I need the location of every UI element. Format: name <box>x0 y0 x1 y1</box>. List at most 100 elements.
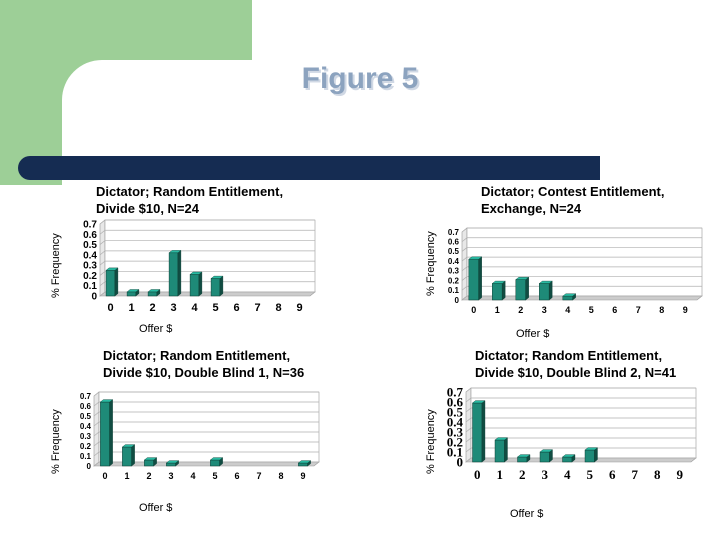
x-tick-label: 7 <box>254 302 260 314</box>
chart-2-title-line-2: Exchange, N=24 <box>481 201 582 216</box>
y-tick-label: 0.4 <box>83 250 97 261</box>
y-tick-label: 0.6 <box>448 238 460 247</box>
x-tick-label: 4 <box>191 302 198 314</box>
y-tick-label: 0.1 <box>83 281 97 292</box>
y-tick-label: 0.2 <box>80 442 92 451</box>
slide-title: Figure 5 <box>301 62 419 95</box>
bar-4 <box>562 293 577 301</box>
chart-4-title: Dictator; Random Entitlement, Divide $10… <box>475 347 676 381</box>
x-tick-label: 4 <box>564 467 571 482</box>
chart-4-bar-chart: 00.10.20.30.40.50.60.70 1 2 3 4 5 6 7 8 9 <box>447 385 697 482</box>
y-tick-label: 0.2 <box>448 276 460 285</box>
bar-5 <box>209 457 224 467</box>
chart-2-xlabel: Offer $ <box>516 328 550 340</box>
y-tick-label: 0 <box>91 292 97 303</box>
y-tick-label: 0.6 <box>80 402 92 411</box>
y-tick-label: 0 <box>87 462 92 471</box>
x-tick-label: 5 <box>589 305 594 315</box>
y-tick-label: 0.4 <box>448 257 460 266</box>
y-tick-label: 0.3 <box>80 432 92 441</box>
bar-3 <box>539 449 554 463</box>
x-tick-label: 6 <box>234 471 239 481</box>
chart-3-xlabel: Offer $ <box>139 502 173 514</box>
bar-0 <box>105 267 119 297</box>
x-tick-label: 2 <box>519 467 526 482</box>
x-tick-label: 4 <box>190 471 195 481</box>
x-tick-label: 5 <box>212 471 217 481</box>
chart-3-title-line-2: Divide $10, Double Blind 1, N=36 <box>103 365 305 380</box>
y-tick-label: 0.7 <box>448 228 460 237</box>
chart-3-bar-chart: 00.10.20.30.40.50.60.70 1 2 3 4 5 6 7 8 9 <box>80 391 320 481</box>
chart-3-title-line-1: Dictator; Random Entitlement, <box>103 348 291 363</box>
x-tick-label: 0 <box>471 305 476 315</box>
bar-1 <box>494 437 509 463</box>
x-tick-label: 3 <box>542 305 547 315</box>
x-tick-label: 8 <box>275 302 281 314</box>
bar-2 <box>516 454 531 463</box>
y-tick-label: 0.7 <box>83 220 97 231</box>
x-tick-label: 9 <box>300 471 305 481</box>
bar-4 <box>561 454 576 463</box>
x-tick-label: 5 <box>587 467 594 482</box>
bar-1 <box>491 280 506 301</box>
y-tick-label: 0.5 <box>80 412 92 421</box>
y-tick-label: 0.6 <box>447 395 464 410</box>
x-tick-label: 4 <box>565 305 570 315</box>
y-tick-label: 0.5 <box>83 240 97 251</box>
bar-2 <box>143 457 158 467</box>
chart-3-title: Dictator; Random Entitlement, Divide $10… <box>103 347 304 381</box>
decorative-title-bar <box>18 156 600 180</box>
chart-1-title: Dictator; Random Entitlement, Divide $10… <box>96 183 283 217</box>
x-tick-label: 3 <box>170 302 176 314</box>
x-tick-label: 1 <box>124 471 129 481</box>
y-tick-label: 0.2 <box>447 435 463 450</box>
bar-5 <box>210 275 224 297</box>
x-tick-label: 0 <box>474 467 481 482</box>
chart-2-title-line-1: Dictator; Contest Entitlement, <box>481 184 665 199</box>
x-tick-label: 8 <box>278 471 283 481</box>
bar-3 <box>538 280 553 301</box>
x-tick-label: 8 <box>654 467 661 482</box>
x-tick-label: 3 <box>168 471 173 481</box>
y-tick-label: 0.4 <box>80 422 92 431</box>
chart-1-title-line-1: Dictator; Random Entitlement, <box>96 184 284 199</box>
x-tick-label: 6 <box>233 302 239 314</box>
x-tick-label: 0 <box>102 471 107 481</box>
chart-2-title: Dictator; Contest Entitlement, Exchange,… <box>481 183 664 217</box>
bar-2 <box>147 289 161 297</box>
chart-4-title-line-1: Dictator; Random Entitlement, <box>475 348 663 363</box>
y-tick-label: 0.2 <box>83 271 97 282</box>
y-tick-label: 0.7 <box>447 385 464 400</box>
y-tick-label: 0.5 <box>448 247 460 256</box>
y-tick-label: 0.3 <box>448 267 460 276</box>
bar-5 <box>584 447 599 463</box>
bar-2 <box>515 276 530 301</box>
chart-1-bar-chart: 00.10.20.30.40.50.60.70 1 2 3 4 5 6 7 8 9 <box>83 219 316 314</box>
x-tick-label: 8 <box>659 305 664 315</box>
x-tick-label: 6 <box>609 467 616 482</box>
y-tick-label: 0.1 <box>80 452 92 461</box>
x-tick-label: 1 <box>128 302 134 314</box>
x-tick-label: 7 <box>636 305 641 315</box>
y-tick-label: 0.1 <box>447 445 463 460</box>
x-tick-label: 7 <box>632 467 639 482</box>
x-tick-label: 3 <box>542 467 549 482</box>
y-tick-label: 0 <box>457 455 464 470</box>
bar-1 <box>121 444 136 467</box>
x-tick-label: 2 <box>518 305 523 315</box>
x-tick-label: 7 <box>256 471 261 481</box>
x-tick-label: 1 <box>495 305 500 315</box>
x-tick-label: 2 <box>149 302 155 314</box>
x-tick-label: 9 <box>677 467 684 482</box>
x-tick-label: 2 <box>146 471 151 481</box>
bar-0 <box>468 256 483 301</box>
y-tick-label: 0.5 <box>447 405 464 420</box>
x-tick-label: 9 <box>296 302 302 314</box>
y-tick-label: 0.3 <box>447 425 464 440</box>
chart-1-xlabel: Offer $ <box>139 323 173 335</box>
y-tick-label: 0 <box>455 296 460 305</box>
bar-4 <box>189 271 203 297</box>
x-tick-label: 9 <box>683 305 688 315</box>
y-tick-label: 0.4 <box>447 415 464 430</box>
chart-4-xlabel: Offer $ <box>510 508 544 520</box>
